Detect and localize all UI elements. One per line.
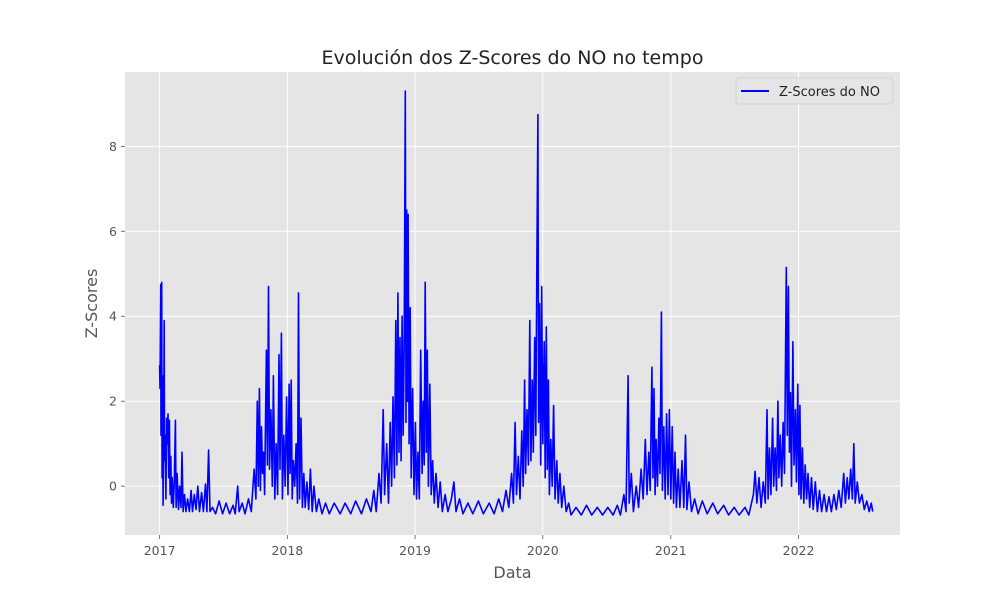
series-layer: [158, 90, 874, 516]
y-tick-label: 4: [109, 309, 117, 324]
x-tick-label: 2019: [399, 543, 431, 558]
series-line: [158, 90, 874, 516]
x-tick-label: 2021: [655, 543, 687, 558]
x-tick-label: 2022: [783, 543, 815, 558]
legend-box: [735, 77, 894, 105]
y-tick-label: 6: [109, 224, 117, 239]
x-axis-label: Data: [493, 563, 531, 582]
y-tick-label: 2: [109, 394, 117, 409]
x-tick-label: 2020: [527, 543, 559, 558]
axis-ticks: 2017 2018 2019 2020 2021 2022 0 2 4 6 8: [109, 139, 814, 558]
x-tick-label: 2018: [271, 543, 303, 558]
legend: Z-Scores do NO: [735, 77, 894, 105]
y-tick-label: 0: [109, 479, 117, 494]
y-tick-label: 8: [109, 139, 117, 154]
x-tick-label: 2017: [144, 543, 176, 558]
legend-label: Z-Scores do NO: [779, 85, 880, 100]
chart-title: Evolución dos Z-Scores do NO no tempo: [322, 47, 704, 69]
plot-area: [125, 72, 900, 535]
y-axis-label: Z-Scores: [82, 269, 101, 339]
